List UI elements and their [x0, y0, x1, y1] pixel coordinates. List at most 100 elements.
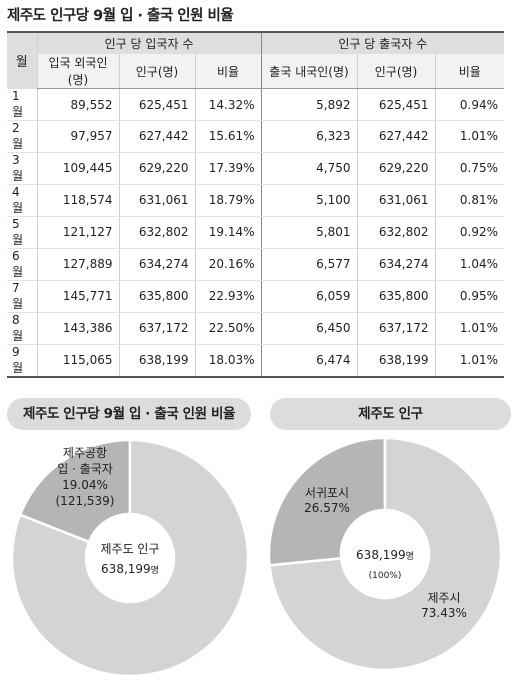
donut-slice [268, 436, 503, 672]
month-cell: 2월 [7, 120, 37, 153]
table-cell: 15.61% [194, 120, 262, 153]
month-cell: 9월 [7, 344, 37, 378]
table-cell: 20.16% [194, 248, 262, 281]
table-row: 4월 118,574 631,061 18.79% 5,100 631,061 0.81% [7, 184, 505, 217]
table-cell: 115,065 [36, 344, 119, 378]
table-cell: 17.39% [194, 152, 262, 185]
slice-label: (121,539) [56, 494, 115, 508]
table-cell: 0.95% [434, 280, 505, 313]
month-cell: 6월 [7, 248, 37, 281]
table-cell: 18.79% [194, 184, 262, 217]
table-cell: 97,957 [36, 120, 119, 153]
table-cell: 5,892 [260, 88, 358, 121]
center-value: 638,199명 [356, 548, 414, 562]
table-cell: 634,274 [356, 248, 436, 281]
table-cell: 634,274 [118, 248, 195, 281]
table-cell: 5,801 [260, 216, 358, 249]
center-label: 제주도 인구 [100, 542, 159, 556]
table-cell: 635,800 [118, 280, 195, 313]
month-cell: 3월 [7, 152, 37, 185]
col-header: 비율 [194, 54, 262, 90]
table-cell: 632,802 [118, 216, 195, 249]
table-cell: 627,442 [118, 120, 195, 153]
table-cell: 22.50% [194, 312, 262, 345]
table-cell: 638,199 [356, 344, 436, 378]
center-percent: (100%) [369, 571, 402, 581]
table-cell: 121,127 [36, 216, 119, 249]
table-cell: 632,802 [356, 216, 436, 249]
donut-slice [267, 436, 387, 567]
donut-slice [18, 438, 132, 544]
table-cell: 14.32% [194, 88, 262, 121]
table-cell: 625,451 [118, 88, 195, 121]
center-value: 638,199명 [101, 562, 159, 576]
inbound-group-header: 인구 당 입국자 수 [36, 30, 262, 55]
table-cell: 6,059 [260, 280, 358, 313]
table-cell: 6,577 [260, 248, 358, 281]
table-cell: 0.92% [434, 216, 505, 249]
table-cell: 118,574 [36, 184, 119, 217]
table-row: 9월 115,065 638,199 18.03% 6,474 638,199 1.01% [7, 344, 505, 378]
slice-label: 서귀포시 [305, 486, 349, 500]
table-cell: 145,771 [36, 280, 119, 313]
table-cell: 22.93% [194, 280, 262, 313]
month-cell: 1월 [7, 88, 37, 121]
table-cell: 6,450 [260, 312, 358, 345]
col-header: 비율 [434, 54, 505, 90]
slice-label: 입 · 출국자 [57, 462, 113, 476]
slice-label: 73.43% [421, 606, 467, 620]
slice-label: 19.04% [62, 478, 108, 492]
table-cell: 631,061 [356, 184, 436, 217]
table-row: 1월 89,552 625,451 14.32% 5,892 625,451 0.94% [7, 88, 505, 121]
table-cell: 637,172 [118, 312, 195, 345]
slice-label: 제주공항 [63, 446, 107, 460]
table-cell: 637,172 [356, 312, 436, 345]
table-cell: 635,800 [356, 280, 436, 313]
table-cell: 625,451 [356, 88, 436, 121]
month-cell: 5월 [7, 216, 37, 249]
month-cell: 8월 [7, 312, 37, 345]
col-header: 입국 외국인(명) [36, 54, 119, 90]
table-cell: 6,474 [260, 344, 358, 378]
table-cell: 19.14% [194, 216, 262, 249]
table-cell: 631,061 [118, 184, 195, 217]
chart-title-right: 제주도 인구 [270, 398, 511, 430]
table-cell: 0.81% [434, 184, 505, 217]
table-cell: 1.01% [434, 120, 505, 153]
month-cell: 7월 [7, 280, 37, 313]
table-cell: 6,323 [260, 120, 358, 153]
table-cell: 1.01% [434, 344, 505, 378]
table-cell: 629,220 [356, 152, 436, 185]
table-cell: 0.94% [434, 88, 505, 121]
table-cell: 18.03% [194, 344, 262, 378]
table-cell: 89,552 [36, 88, 119, 121]
month-cell: 4월 [7, 184, 37, 217]
table-cell: 1.01% [434, 312, 505, 345]
table-row: 6월 127,889 634,274 20.16% 6,577 634,274 1.04% [7, 248, 505, 281]
table-row: 8월 143,386 637,172 22.50% 6,450 637,172 1.01% [7, 312, 505, 345]
table-cell: 127,889 [36, 248, 119, 281]
slice-label: 26.57% [304, 501, 350, 515]
col-header: 인구(명) [118, 54, 195, 90]
table-cell: 4,750 [260, 152, 358, 185]
table-cell: 0.75% [434, 152, 505, 185]
col-header: 출국 내국인(명) [260, 54, 358, 90]
table-cell: 629,220 [118, 152, 195, 185]
table-cell: 143,386 [36, 312, 119, 345]
outbound-group-header: 인구 당 출국자 수 [260, 30, 505, 55]
population-table: 월 인구 당 입국자 수 인구 당 출국자 수 입국 외국인(명) 인구(명) … [7, 30, 505, 378]
slice-label: 제주시 [427, 591, 460, 605]
table-cell: 1.04% [434, 248, 505, 281]
table-row: 5월 121,127 632,802 19.14% 5,801 632,802 0.92% [7, 216, 505, 249]
page-title: 제주도 인구당 9월 입 · 출국 인원 비율 [7, 8, 234, 24]
table-row: 3월 109,445 629,220 17.39% 4,750 629,220 0.75% [7, 152, 505, 185]
table-row: 2월 97,957 627,442 15.61% 6,323 627,442 1.01% [7, 120, 505, 153]
table-cell: 5,100 [260, 184, 358, 217]
donut-slice [10, 438, 250, 678]
table-cell: 627,442 [356, 120, 436, 153]
month-header: 월 [7, 31, 37, 89]
table-cell: 109,445 [36, 152, 119, 185]
chart-title-left: 제주도 인구당 9월 입 · 출국 인원 비율 [7, 398, 251, 430]
table-body: 1월 89,552 625,451 14.32% 5,892 625,451 0.94% 2월… [7, 88, 505, 378]
